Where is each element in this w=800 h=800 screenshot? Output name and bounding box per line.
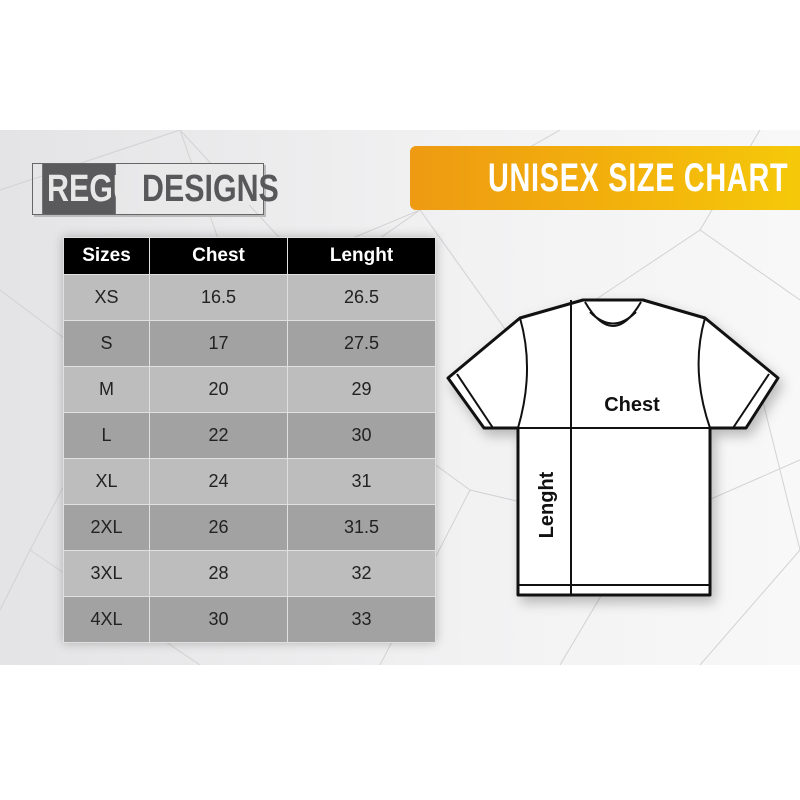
length-cell: 26.5 — [287, 274, 436, 321]
header-length: Lenght — [287, 237, 436, 275]
banner-title: UNISEX SIZE CHART — [488, 156, 789, 200]
table-row: XS 16.5 26.5 — [63, 274, 436, 321]
table-row: 2XL 26 31.5 — [63, 504, 436, 551]
chest-cell: 30 — [149, 596, 288, 643]
table-row: S 17 27.5 — [63, 320, 436, 367]
size-table: Sizes Chest Lenght XS 16.5 26.5 S 17 27.5 M 20 2… — [63, 237, 436, 643]
length-cell: 32 — [287, 550, 436, 597]
length-cell: 30 — [287, 412, 436, 459]
chest-cell: 26 — [149, 504, 288, 551]
length-cell: 31 — [287, 458, 436, 505]
size-cell: S — [63, 320, 150, 367]
chest-cell: 22 — [149, 412, 288, 459]
chest-cell: 24 — [149, 458, 288, 505]
size-cell: XS — [63, 274, 150, 321]
chest-label: Chest — [604, 394, 660, 416]
length-label: Lenght — [536, 471, 558, 538]
chest-cell: 17 — [149, 320, 288, 367]
size-cell: L — [63, 412, 150, 459]
table-row: XL 24 31 — [63, 458, 436, 505]
chest-cell: 16.5 — [149, 274, 288, 321]
table-row: 3XL 28 32 — [63, 550, 436, 597]
brand-logo: REGU DESIGNS — [32, 163, 279, 215]
table-row: L 22 30 — [63, 412, 436, 459]
size-cell: 4XL — [63, 596, 150, 643]
length-cell: 33 — [287, 596, 436, 643]
length-cell: 29 — [287, 366, 436, 413]
length-cell: 27.5 — [287, 320, 436, 367]
size-cell: M — [63, 366, 150, 413]
table-row: 4XL 30 33 — [63, 596, 436, 643]
logo-part1: REGU — [42, 164, 135, 214]
length-cell: 31.5 — [287, 504, 436, 551]
title-banner: UNISEX SIZE CHART — [410, 146, 800, 210]
size-cell: XL — [63, 458, 150, 505]
